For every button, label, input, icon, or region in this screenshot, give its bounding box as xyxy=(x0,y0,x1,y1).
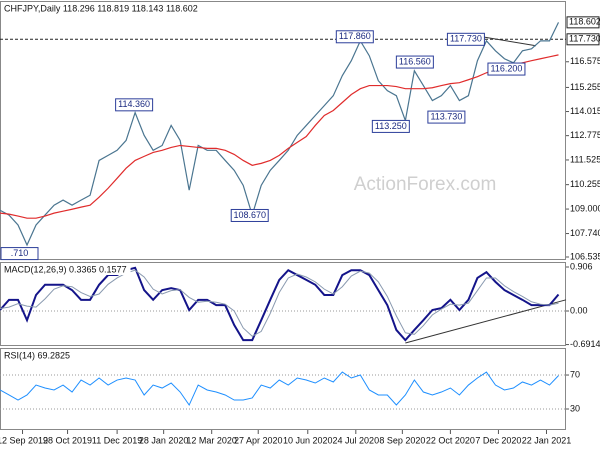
annotation-box xyxy=(371,119,410,133)
x-tick-label: 28 Oct 2019 xyxy=(43,435,92,445)
price-level-label: 117.730 xyxy=(569,34,600,44)
x-tick-label: 27 Apr 2020 xyxy=(234,435,283,445)
annotation-box xyxy=(0,247,39,261)
annotation-label: 116.200 xyxy=(491,63,523,73)
y-tick-label: 0.906 xyxy=(570,261,593,271)
series-line xyxy=(0,266,560,342)
annotation-box xyxy=(427,110,466,124)
y-tick-label: 109.000 xyxy=(570,203,600,213)
y-tick-label: 112.775 xyxy=(570,130,600,140)
series-line xyxy=(0,371,559,407)
annotation-box xyxy=(335,30,374,44)
y-tick-label: 110.255 xyxy=(570,179,600,189)
last-price-box xyxy=(566,16,600,29)
annotation-label: 117.730 xyxy=(450,34,482,44)
x-tick-label: 22 Oct 2020 xyxy=(426,435,475,445)
annotation-box xyxy=(115,98,154,112)
x-tick-label: 24 Jul 2020 xyxy=(333,435,380,445)
watermark: ActionForex.com xyxy=(354,174,497,195)
annotation-label: 114.360 xyxy=(118,99,150,109)
x-tick-label: 22 Jan 2021 xyxy=(522,435,572,445)
y-tick-label: 116.575 xyxy=(570,56,600,66)
series-line xyxy=(0,269,559,337)
y-tick-label: 107.740 xyxy=(570,228,600,238)
title-bg xyxy=(2,350,75,361)
annotation-box xyxy=(446,32,485,46)
x-tick-label: 28 Jan 2020 xyxy=(139,435,189,445)
annotation-label: .710 xyxy=(11,248,29,258)
annotation-box xyxy=(395,55,434,69)
trendline xyxy=(475,35,537,47)
annotation-label: 117.860 xyxy=(339,31,371,41)
annotation-label: 113.730 xyxy=(430,111,462,121)
x-tick-label: 8 Sep 2020 xyxy=(379,435,425,445)
x-tick-label: 10 Jun 2020 xyxy=(283,435,333,445)
title-bg xyxy=(2,264,131,275)
x-tick-label: 11 Dec 2019 xyxy=(92,435,142,445)
annotation-box xyxy=(487,62,526,76)
panel-frame xyxy=(0,348,566,430)
annotation-label: 113.250 xyxy=(375,121,407,131)
y-tick-label: 111.525 xyxy=(570,154,600,164)
x-tick-label: 12 Mar 2020 xyxy=(186,435,237,445)
y-tick-label: 30 xyxy=(570,403,580,413)
panel-title: MACD(12,26,9) 0.3365 0.1577 xyxy=(4,264,127,274)
panel-title: CHFJPY,Daily 118.296 118.819 118.143 118… xyxy=(4,3,198,13)
panel-frame xyxy=(0,1,566,260)
y-tick-label: 0.00 xyxy=(570,305,588,315)
annotation-label: 108.670 xyxy=(233,210,266,220)
title-bg xyxy=(2,3,202,14)
series-line xyxy=(0,54,559,219)
x-tick-label: 12 Sep 2019 xyxy=(0,435,48,445)
y-tick-label: 114.015 xyxy=(570,106,600,116)
last-price-label: 118.602 xyxy=(569,17,600,27)
x-tick-label: 7 Dec 2020 xyxy=(475,435,521,445)
panel-frame xyxy=(0,262,566,346)
trendline xyxy=(405,299,567,344)
price-level-box xyxy=(566,33,600,46)
series-line xyxy=(0,22,560,247)
y-tick-label: 70 xyxy=(570,369,580,379)
y-tick-label: 106.535 xyxy=(570,251,600,261)
y-tick-label: -0.6914 xyxy=(570,339,600,349)
annotation-box xyxy=(230,208,269,222)
panel-title: RSI(14) 69.2825 xyxy=(4,350,70,360)
annotation-label: 116.560 xyxy=(399,56,431,66)
y-tick-label: 115.255 xyxy=(570,82,600,92)
